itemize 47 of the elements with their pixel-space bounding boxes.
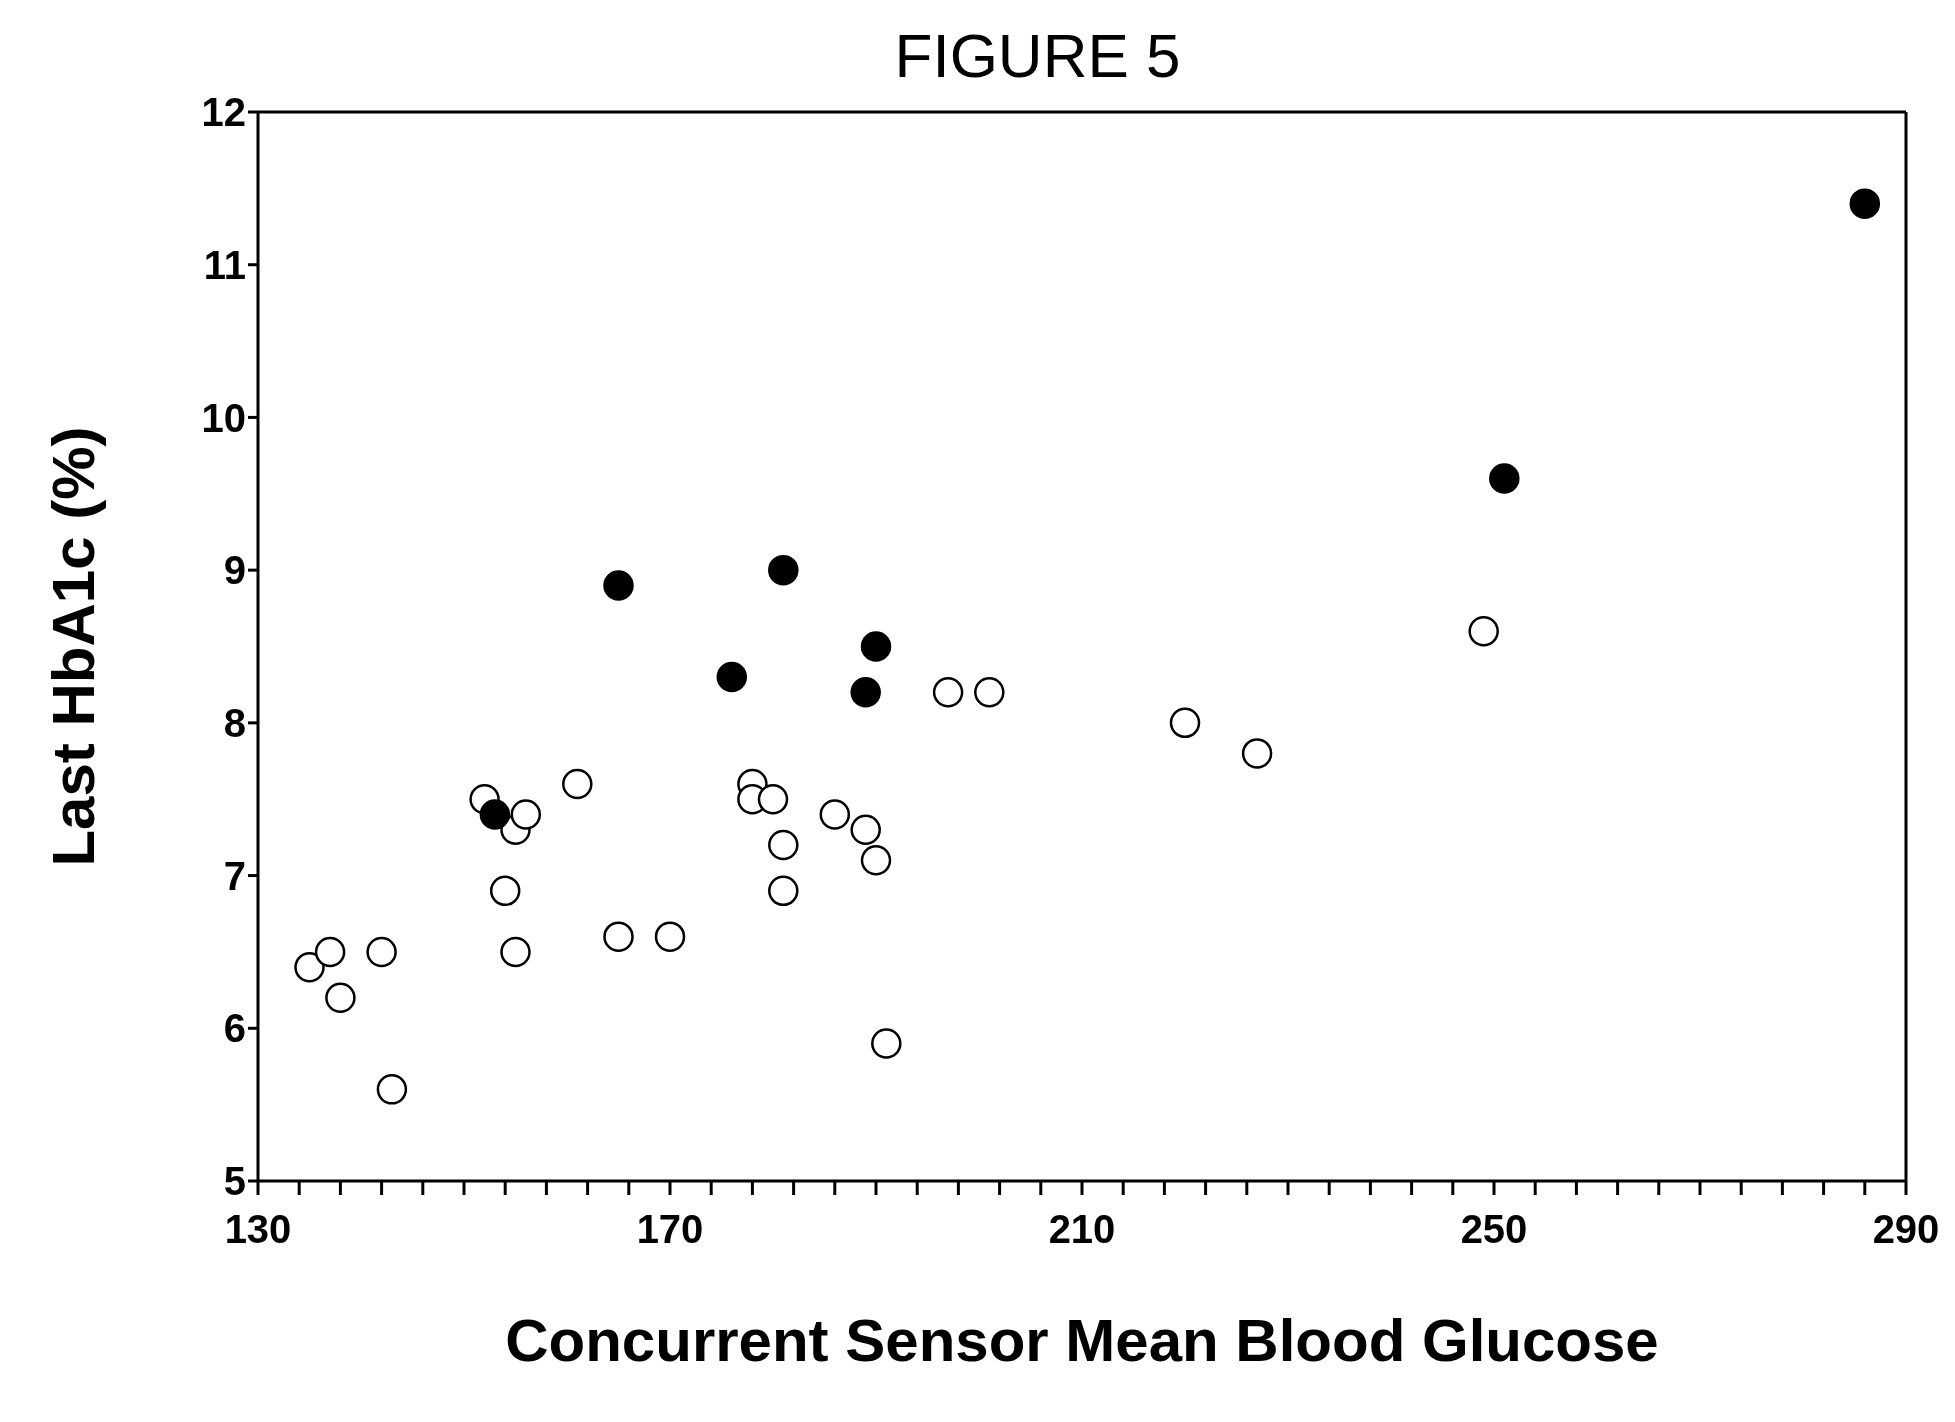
point	[654, 921, 686, 952]
point	[1241, 738, 1273, 769]
point	[489, 875, 521, 907]
point	[757, 783, 789, 815]
y-tick-label: 5	[223, 1159, 246, 1204]
point	[860, 845, 892, 876]
point	[376, 1074, 408, 1105]
x-tick-label: 290	[1872, 1207, 1940, 1252]
point	[932, 677, 964, 708]
x-tick-label: 170	[636, 1207, 704, 1252]
point	[974, 677, 1005, 708]
x-axis-title: Concurrent Sensor Mean Blood Glucose	[505, 1307, 1659, 1374]
y-tick-label: 12	[201, 90, 246, 135]
point	[510, 799, 542, 830]
point	[860, 631, 892, 662]
point	[768, 554, 799, 586]
point	[366, 936, 397, 968]
point	[325, 982, 356, 1013]
point	[1468, 615, 1499, 647]
y-tick-label: 6	[223, 1006, 246, 1051]
y-tick-label: 9	[223, 548, 246, 593]
point	[850, 814, 881, 846]
y-tick-label: 8	[223, 701, 246, 746]
point	[850, 677, 881, 708]
y-tick-label: 11	[203, 242, 246, 287]
x-tick-label: 210	[1048, 1207, 1116, 1252]
x-tick-label: 130	[224, 1207, 292, 1252]
y-tick-label: 7	[223, 853, 246, 898]
point	[716, 661, 748, 693]
point	[1489, 463, 1520, 494]
point	[871, 1028, 902, 1059]
y-tick-label: 10	[201, 395, 246, 440]
point	[819, 799, 851, 830]
y-axis-title: Last HbA1c (%)	[40, 426, 108, 867]
point	[768, 829, 799, 861]
point	[768, 875, 799, 907]
point	[562, 768, 593, 800]
x-tick-label: 250	[1460, 1207, 1528, 1252]
point	[1849, 188, 1881, 219]
point	[1169, 707, 1201, 739]
point	[479, 799, 511, 830]
point	[500, 936, 531, 968]
point	[314, 936, 346, 968]
point	[603, 570, 634, 601]
chart-title: FIGURE 5	[893, 20, 1182, 91]
point	[294, 951, 325, 983]
point	[603, 921, 634, 952]
